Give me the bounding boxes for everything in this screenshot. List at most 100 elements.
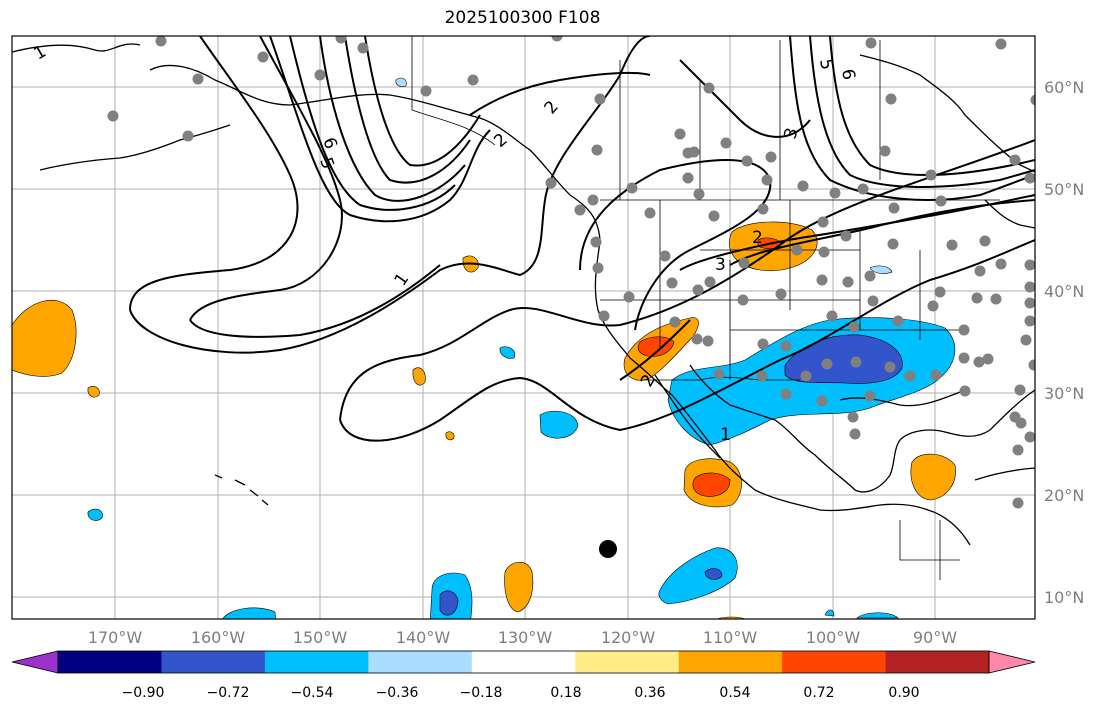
lon-label: 170°W bbox=[88, 628, 143, 647]
colorbar-swatch bbox=[885, 651, 990, 673]
shade-strong-negative-south bbox=[784, 334, 903, 384]
station-dot bbox=[1024, 259, 1035, 271]
lat-label: 50°N bbox=[1044, 180, 1084, 199]
colorbar-swatch bbox=[575, 651, 680, 673]
station-dot bbox=[314, 69, 326, 81]
station-dot bbox=[592, 262, 604, 274]
station-dot bbox=[1014, 384, 1026, 396]
colorbar-swatch bbox=[58, 651, 162, 673]
colorbar-tick-label: −0.90 bbox=[122, 685, 165, 701]
station-dot bbox=[821, 358, 833, 370]
lon-label: 110°W bbox=[703, 628, 758, 647]
colorbar bbox=[11, 650, 1036, 674]
station-dot bbox=[780, 340, 792, 352]
colorbar-tick-label: 0.90 bbox=[888, 685, 919, 701]
station-dot bbox=[545, 177, 557, 189]
station-dot bbox=[848, 321, 860, 333]
station-dot bbox=[864, 270, 876, 282]
station-dot bbox=[192, 73, 204, 85]
colorbar-swatch bbox=[264, 651, 369, 673]
station-dot bbox=[892, 315, 904, 327]
contour-label: 1 bbox=[720, 425, 731, 445]
station-dot bbox=[1024, 315, 1035, 327]
station-dot bbox=[850, 356, 862, 368]
lat-label: 20°N bbox=[1044, 486, 1084, 505]
station-dot bbox=[659, 250, 671, 262]
contour-label: 3 bbox=[781, 126, 803, 142]
lon-label: 160°W bbox=[191, 628, 246, 647]
station-dot bbox=[974, 265, 986, 277]
station-dot bbox=[737, 294, 749, 306]
station-dot bbox=[935, 195, 947, 207]
station-dot bbox=[708, 210, 720, 222]
shade-positive-small bbox=[87, 386, 100, 398]
colorbar-swatch bbox=[782, 651, 887, 673]
shade-negative-small bbox=[499, 346, 516, 359]
station-dot bbox=[971, 292, 983, 304]
station-dot bbox=[626, 182, 638, 194]
lon-label: 120°W bbox=[601, 628, 656, 647]
station-dot bbox=[1024, 297, 1035, 309]
station-dot bbox=[587, 194, 599, 206]
station-dot bbox=[693, 188, 705, 200]
colorbar-tick-label: −0.36 bbox=[376, 685, 419, 701]
station-dot bbox=[1024, 281, 1035, 293]
shade-positive-gulf bbox=[910, 453, 956, 501]
station-dot bbox=[623, 291, 635, 303]
shade-strong-eastpac bbox=[704, 568, 723, 580]
map-frame bbox=[11, 35, 1036, 620]
station-dot bbox=[982, 353, 994, 365]
station-dot bbox=[644, 207, 656, 219]
station-dot bbox=[720, 137, 732, 149]
contour-label: 2 bbox=[541, 97, 563, 118]
station-dot bbox=[930, 369, 942, 381]
station-dot bbox=[990, 293, 1002, 305]
lon-label: 90°W bbox=[913, 628, 957, 647]
station-dot bbox=[703, 82, 715, 94]
shade-strong-mexico bbox=[692, 472, 731, 497]
station-dot bbox=[702, 335, 714, 347]
contour-label: 1 bbox=[31, 42, 50, 65]
station-dot bbox=[995, 38, 1007, 50]
station-dot bbox=[849, 428, 861, 440]
colorbar-tick-label: −0.54 bbox=[291, 685, 334, 701]
contour-label: 3 bbox=[715, 255, 726, 275]
station-dot bbox=[107, 110, 119, 122]
map-content: 1 6 5 1 2 5 6 3 2 3 1 2 2 bbox=[12, 36, 1035, 619]
station-dot bbox=[867, 295, 879, 307]
station-dot bbox=[904, 370, 916, 382]
colorbar-swatch bbox=[678, 651, 783, 673]
station-dot bbox=[691, 333, 703, 345]
station-dot bbox=[757, 338, 769, 350]
lat-label: 60°N bbox=[1044, 78, 1084, 97]
colorbar-tick-label: 0.72 bbox=[803, 685, 834, 701]
station-dot bbox=[979, 235, 991, 247]
station-dot bbox=[1009, 154, 1021, 166]
station-dot bbox=[959, 385, 971, 397]
station-dot bbox=[257, 51, 269, 63]
shade-positive-west-pacific bbox=[12, 300, 77, 377]
station-dot bbox=[816, 274, 828, 286]
longitude-labels: 170°W 160°W 150°W 140°W 130°W 120°W 110°… bbox=[88, 628, 957, 647]
station-dot bbox=[182, 130, 194, 142]
lon-label: 140°W bbox=[396, 628, 451, 647]
station-dot bbox=[551, 36, 563, 42]
station-dot bbox=[335, 36, 347, 44]
shade-small bbox=[824, 609, 835, 617]
station-dot bbox=[590, 236, 602, 248]
latitude-labels: 60°N 50°N 40°N 30°N 20°N 10°N bbox=[1044, 78, 1084, 607]
station-markers bbox=[107, 36, 1035, 509]
shade-small bbox=[869, 265, 893, 274]
colorbar-tick-label: 0.54 bbox=[719, 685, 750, 701]
station-dot bbox=[1028, 359, 1035, 371]
shade-small bbox=[395, 77, 407, 87]
station-dot bbox=[797, 180, 809, 192]
contour-label: 5 bbox=[815, 57, 837, 71]
station-dot bbox=[574, 204, 586, 216]
colorbar-ticks: −0.90 −0.72 −0.54 −0.36 −0.18 0.18 0.36 … bbox=[122, 685, 920, 701]
contour-label: 6 bbox=[837, 67, 859, 81]
station-dot bbox=[761, 174, 773, 186]
station-dot bbox=[958, 324, 970, 336]
station-dot bbox=[888, 202, 900, 214]
